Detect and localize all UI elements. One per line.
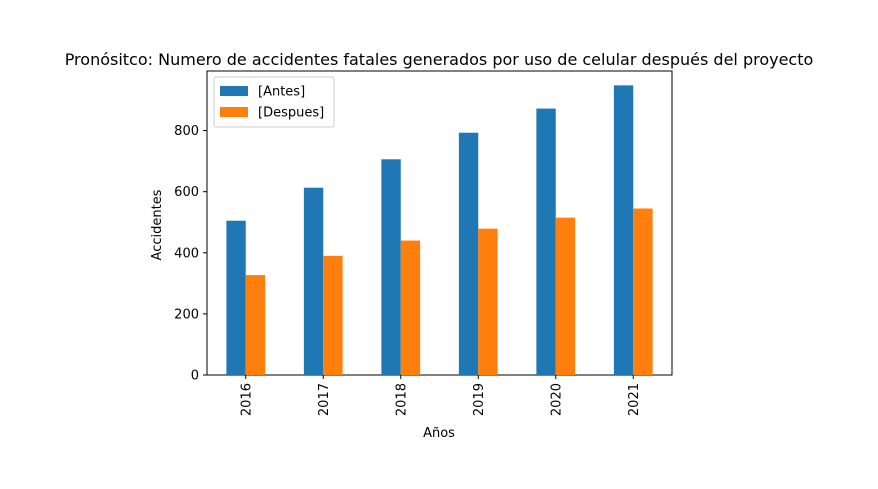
bar-antes-2016	[226, 220, 246, 375]
bar-despues-2018	[400, 240, 421, 375]
x-tick-label: 2018	[394, 383, 409, 416]
y-tick-label: 600	[174, 185, 199, 200]
x-axis-label: Años	[423, 426, 455, 441]
bar-antes-2018	[381, 159, 401, 375]
bar-antes-2021	[613, 85, 634, 375]
bar-despues-2016	[245, 275, 266, 375]
legend-swatch	[220, 107, 248, 117]
bar-antes-2019	[458, 132, 479, 375]
x-axis: 2016 2017 2018 2019 2020 2021	[239, 375, 642, 416]
bar-despues-2017	[323, 255, 343, 375]
bar-antes-2020	[536, 108, 556, 376]
x-tick-label: 2020	[549, 383, 564, 416]
legend-label: [Antes]	[258, 85, 305, 100]
x-tick-label: 2017	[317, 383, 332, 416]
bar-despues-2020	[555, 217, 576, 375]
plot-area-frame	[206, 70, 673, 376]
bar-antes-2017	[303, 187, 324, 375]
y-tick-label: 800	[174, 124, 199, 139]
y-axis: 0 200 400 600 800	[174, 124, 207, 384]
chart-title: Pronósitco: Numero de accidentes fatales…	[65, 50, 814, 69]
legend-swatch	[220, 86, 248, 96]
legend: [Antes] [Despues]	[213, 76, 335, 128]
bar-despues-2019	[478, 228, 498, 375]
x-tick-label: 2021	[627, 383, 642, 416]
x-tick-label: 2019	[472, 383, 487, 416]
y-tick-label: 0	[191, 369, 199, 384]
y-tick-label: 400	[174, 246, 199, 261]
bar-despues-2021	[633, 208, 653, 375]
y-tick-label: 200	[174, 307, 199, 322]
bars-layer	[226, 85, 653, 376]
y-axis-label: Accidentes	[150, 189, 165, 260]
legend-label: [Despues]	[258, 106, 324, 121]
x-tick-label: 2016	[239, 383, 254, 416]
